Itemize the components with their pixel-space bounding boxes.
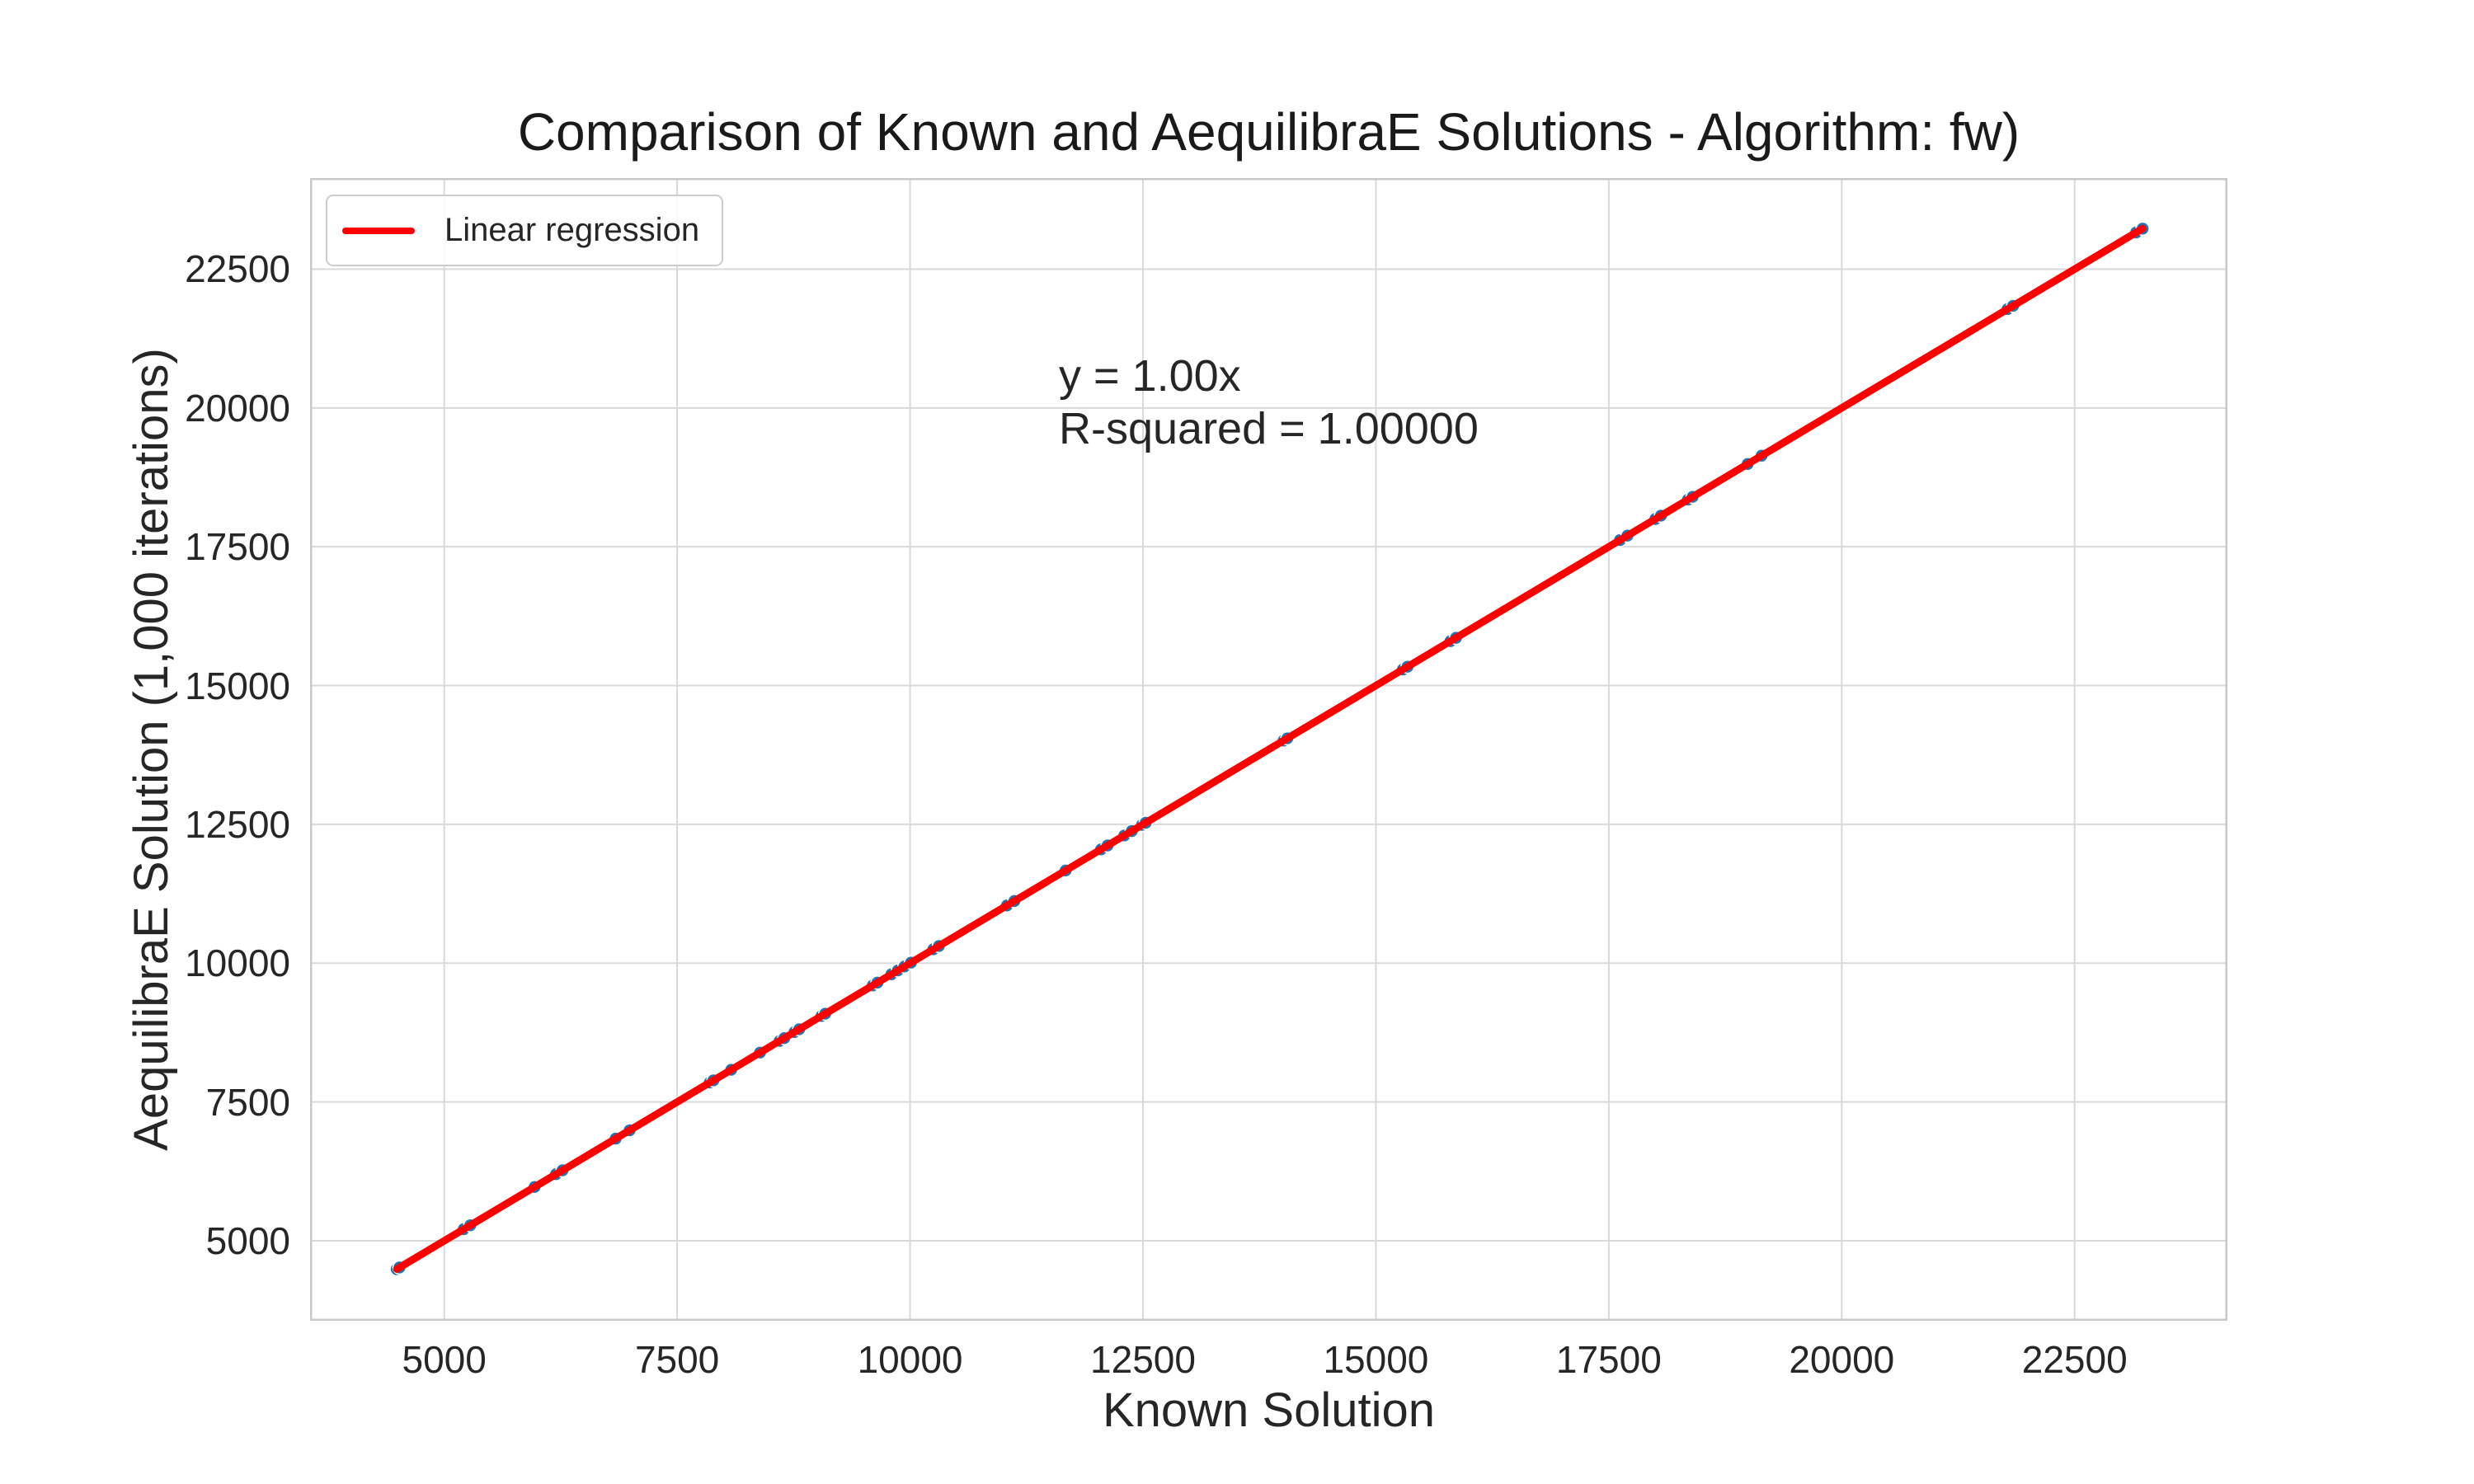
x-axis-label: Known Solution bbox=[1102, 1383, 1436, 1437]
y-tick-label: 22500 bbox=[185, 247, 290, 291]
y-tick-label: 5000 bbox=[205, 1219, 290, 1263]
x-tick-label: 7500 bbox=[634, 1338, 720, 1381]
legend: Linear regression bbox=[326, 195, 723, 266]
annotation-r-squared: R-squared = 1.00000 bbox=[1059, 404, 1479, 453]
grid-layer bbox=[310, 178, 2227, 1321]
x-tick-label: 20000 bbox=[1789, 1338, 1895, 1381]
x-tick-label: 5000 bbox=[402, 1338, 487, 1381]
y-tick-label: 7500 bbox=[205, 1080, 290, 1124]
y-tick-label: 10000 bbox=[185, 942, 290, 985]
y-tick-label: 20000 bbox=[185, 386, 290, 430]
plot-area bbox=[310, 178, 2227, 1321]
x-tick-label: 17500 bbox=[1555, 1338, 1662, 1381]
plot-border bbox=[310, 178, 2227, 1321]
x-tick-label: 10000 bbox=[857, 1338, 963, 1381]
y-axis-label: AequilibraE Solution (1,000 iterations) bbox=[125, 348, 178, 1151]
legend-label: Linear regression bbox=[444, 212, 700, 248]
y-tick-label: 17500 bbox=[185, 525, 290, 569]
chart-title: Comparison of Known and AequilibraE Solu… bbox=[517, 102, 2020, 162]
y-tick-label: 15000 bbox=[185, 664, 290, 707]
regression-line bbox=[393, 224, 2147, 1273]
annotation-equation: y = 1.00x bbox=[1059, 351, 1241, 401]
x-tick-label: 15000 bbox=[1323, 1338, 1429, 1381]
y-tick-label: 12500 bbox=[185, 802, 290, 846]
regression-line-layer bbox=[393, 224, 2147, 1273]
regression-annotation: y = 1.00x R-squared = 1.00000 bbox=[1059, 350, 1479, 455]
x-tick-label: 22500 bbox=[2021, 1338, 2128, 1381]
x-tick-label: 12500 bbox=[1090, 1338, 1196, 1381]
regression-line-icon bbox=[342, 227, 415, 234]
